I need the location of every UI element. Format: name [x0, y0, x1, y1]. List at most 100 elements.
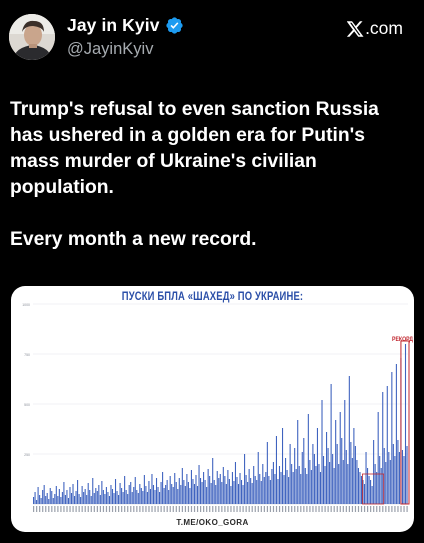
chart-bar	[110, 485, 112, 504]
chart-bar	[406, 446, 408, 504]
chart-bar	[168, 490, 170, 504]
chart-bar	[148, 481, 150, 504]
chart-bar	[283, 475, 285, 504]
chart-bar	[118, 495, 120, 504]
chart-bar	[263, 477, 265, 504]
x-tick-mark	[87, 506, 89, 512]
post-text: Trump's refusal to even sanction Russia …	[10, 97, 410, 253]
chart-bar	[322, 456, 325, 504]
chart-bar	[389, 460, 391, 504]
chart-bar	[371, 486, 373, 504]
chart-bar	[130, 482, 132, 504]
chart-bar	[70, 493, 73, 504]
x-tick-mark	[321, 506, 323, 512]
chart-bar	[60, 497, 62, 504]
author-handle[interactable]: @JayinKyiv	[67, 40, 154, 58]
x-tick-mark	[111, 506, 114, 512]
chart-bar	[374, 464, 376, 504]
x-tick-mark	[63, 506, 65, 512]
chart-bar	[81, 486, 83, 504]
chart-bar	[277, 479, 279, 504]
x-tick-mark	[318, 506, 320, 512]
chart-bar	[136, 490, 138, 504]
x-tick-mark	[33, 506, 35, 512]
x-tick-mark	[291, 506, 293, 512]
x-tick-mark	[354, 506, 357, 512]
chart-bar	[95, 488, 97, 504]
chart-bar	[87, 483, 89, 504]
chart-bar	[281, 428, 284, 504]
x-tick-mark	[96, 506, 98, 512]
chart-bar	[300, 474, 302, 504]
x-tick-mark	[69, 506, 71, 512]
x-tick-mark	[54, 506, 56, 512]
chart-bar	[324, 466, 326, 504]
chart-bar	[377, 412, 379, 504]
x-tick-mark	[385, 506, 387, 512]
chart-bar	[344, 400, 346, 504]
chart-bar	[78, 494, 80, 504]
chart-bar	[57, 496, 59, 504]
chart-bar	[101, 481, 103, 504]
chart-bar	[93, 493, 95, 504]
chart-bar	[350, 442, 352, 504]
chart-bar	[395, 364, 397, 504]
x-tick-mark	[351, 506, 354, 512]
chart-bar	[52, 498, 54, 504]
x-tick-mark	[114, 506, 117, 512]
x-tick-mark	[257, 506, 259, 512]
shahed-launch-chart: 250 500 750 1000	[22, 303, 410, 512]
chart-bar	[119, 483, 121, 504]
chart-bar	[206, 487, 208, 504]
chart-bar	[382, 392, 384, 504]
x-tick-mark	[154, 506, 156, 512]
x-tick-mark	[260, 506, 262, 512]
chart-bar	[210, 483, 212, 504]
chart-bar	[347, 464, 349, 504]
chart-bar	[177, 489, 179, 504]
x-tick-mark	[236, 506, 238, 512]
x-tick-mark	[181, 506, 183, 512]
avatar[interactable]	[9, 14, 55, 60]
chart-bar	[236, 477, 238, 504]
chart-bar	[105, 487, 107, 504]
x-tick-mark	[281, 506, 284, 512]
chart-bar	[166, 480, 168, 504]
x-tick-mark	[269, 506, 272, 512]
chart-bar	[159, 492, 161, 504]
x-tick-mark	[57, 506, 59, 512]
author-display-name[interactable]: Jay in Kyiv	[67, 14, 160, 35]
chart-bar	[83, 492, 85, 504]
chart-bar	[329, 462, 331, 504]
x-tick-mark	[330, 506, 332, 512]
chart-bar	[260, 481, 262, 504]
chart-bar	[209, 476, 211, 504]
x-tick-mark	[121, 506, 123, 512]
chart-bar	[111, 489, 114, 504]
x-tick-mark	[48, 506, 50, 512]
chart-bar	[345, 450, 347, 504]
chart-bar	[49, 488, 51, 504]
chart-bar	[45, 496, 47, 504]
x-tick-mark	[102, 506, 105, 512]
x-tick-mark	[45, 506, 47, 512]
chart-bar	[360, 476, 363, 504]
chart-bar	[351, 458, 353, 504]
chart-bar	[96, 491, 98, 504]
x-tick-mark	[342, 506, 344, 512]
author-name-row[interactable]: Jay in Kyiv	[67, 14, 184, 36]
post-media-image[interactable]: 250 500 750 1000 ПУСКИ БПЛА «ШАХЕД» ПО УКРА…	[11, 286, 414, 532]
chart-bar	[193, 484, 196, 504]
chart-bar	[392, 444, 394, 504]
chart-bar	[309, 460, 311, 504]
chart-bar	[304, 468, 306, 504]
x-tick-mark	[315, 506, 317, 512]
chart-bar	[175, 482, 177, 504]
chart-bar	[204, 480, 206, 504]
x-tick-mark	[388, 506, 390, 512]
chart-bar	[379, 456, 381, 504]
chart-bar	[394, 456, 396, 504]
x-tick-mark	[242, 506, 244, 512]
chart-bar	[86, 495, 88, 504]
x-tick-mark	[406, 506, 408, 512]
